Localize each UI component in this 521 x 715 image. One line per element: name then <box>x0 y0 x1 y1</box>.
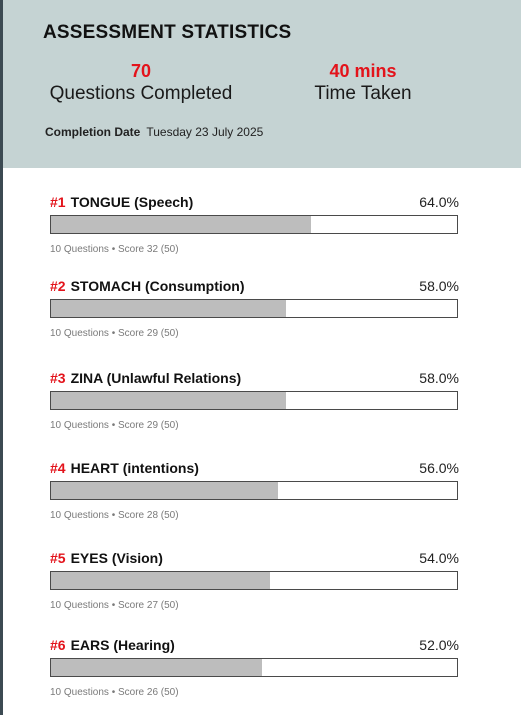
progress-bar <box>50 571 458 590</box>
category-rank: #4 <box>50 460 66 476</box>
progress-bar <box>50 215 458 234</box>
category-percent: 54.0% <box>419 550 459 566</box>
category-meta: 10 Questions • Score 26 (50) <box>50 687 179 698</box>
category-name: EYES (Vision) <box>70 550 163 566</box>
category-row: #6 EARS (Hearing) 52.0% 10 Questions • Sc… <box>50 637 460 707</box>
category-name: TONGUE (Speech) <box>70 194 194 210</box>
category-meta: 10 Questions • Score 27 (50) <box>50 600 179 611</box>
category-row: #5 EYES (Vision) 54.0% 10 Questions • Sco… <box>50 550 460 620</box>
category-rank: #1 <box>50 194 66 210</box>
category-title: #1 TONGUE (Speech) <box>50 194 193 210</box>
category-name: EARS (Hearing) <box>70 637 175 653</box>
category-rank: #3 <box>50 370 66 386</box>
category-name: STOMACH (Consumption) <box>70 278 245 294</box>
category-row: #2 STOMACH (Consumption) 58.0% 10 Questio… <box>50 278 460 348</box>
category-title: #3 ZINA (Unlawful Relations) <box>50 370 241 386</box>
window-edge <box>0 0 3 715</box>
time-taken-stat: 40 mins Time Taken <box>303 60 423 106</box>
questions-completed-stat: 70 Questions Completed <box>43 60 239 106</box>
category-name: HEART (intentions) <box>70 460 199 476</box>
category-name: ZINA (Unlawful Relations) <box>70 370 242 386</box>
category-percent: 58.0% <box>419 370 459 386</box>
category-meta: 10 Questions • Score 28 (50) <box>50 510 179 521</box>
progress-bar <box>50 299 458 318</box>
category-meta: 10 Questions • Score 32 (50) <box>50 244 179 255</box>
progress-bar <box>50 658 458 677</box>
completion-date-label: Completion Date <box>45 125 141 139</box>
progress-bar <box>50 391 458 410</box>
progress-bar-fill <box>51 659 263 676</box>
completion-date: Completion Date Tuesday 23 July 2025 <box>45 125 263 139</box>
category-row: #3 ZINA (Unlawful Relations) 58.0% 10 Que… <box>50 370 460 440</box>
progress-bar <box>50 481 458 500</box>
category-meta: 10 Questions • Score 29 (50) <box>50 420 179 431</box>
progress-bar-fill <box>51 482 279 499</box>
category-percent: 58.0% <box>419 278 459 294</box>
category-percent: 64.0% <box>419 194 459 210</box>
category-rank: #6 <box>50 637 66 653</box>
category-title: #5 EYES (Vision) <box>50 550 163 566</box>
category-rank: #2 <box>50 278 66 294</box>
category-row: #1 TONGUE (Speech) 64.0% 10 Questions • S… <box>50 194 460 264</box>
category-percent: 52.0% <box>419 637 459 653</box>
progress-bar-fill <box>51 392 287 409</box>
category-percent: 56.0% <box>419 460 459 476</box>
stats-header: ASSESSMENT STATISTICS 70 Questions Compl… <box>3 0 521 168</box>
category-title: #2 STOMACH (Consumption) <box>50 278 245 294</box>
page-title: ASSESSMENT STATISTICS <box>43 22 292 43</box>
category-title: #4 HEART (intentions) <box>50 460 199 476</box>
questions-completed-label: Questions Completed <box>49 83 233 104</box>
time-taken-label: Time Taken <box>314 83 412 104</box>
category-title: #6 EARS (Hearing) <box>50 637 175 653</box>
completion-date-value: Tuesday 23 July 2025 <box>146 125 264 139</box>
progress-bar-fill <box>51 300 287 317</box>
questions-completed-value: 70 <box>130 61 152 81</box>
progress-bar-fill <box>51 216 311 233</box>
category-rank: #5 <box>50 550 66 566</box>
category-meta: 10 Questions • Score 29 (50) <box>50 328 179 339</box>
time-taken-value: 40 mins <box>329 61 397 81</box>
progress-bar-fill <box>51 572 271 589</box>
category-row: #4 HEART (intentions) 56.0% 10 Questions … <box>50 460 460 530</box>
